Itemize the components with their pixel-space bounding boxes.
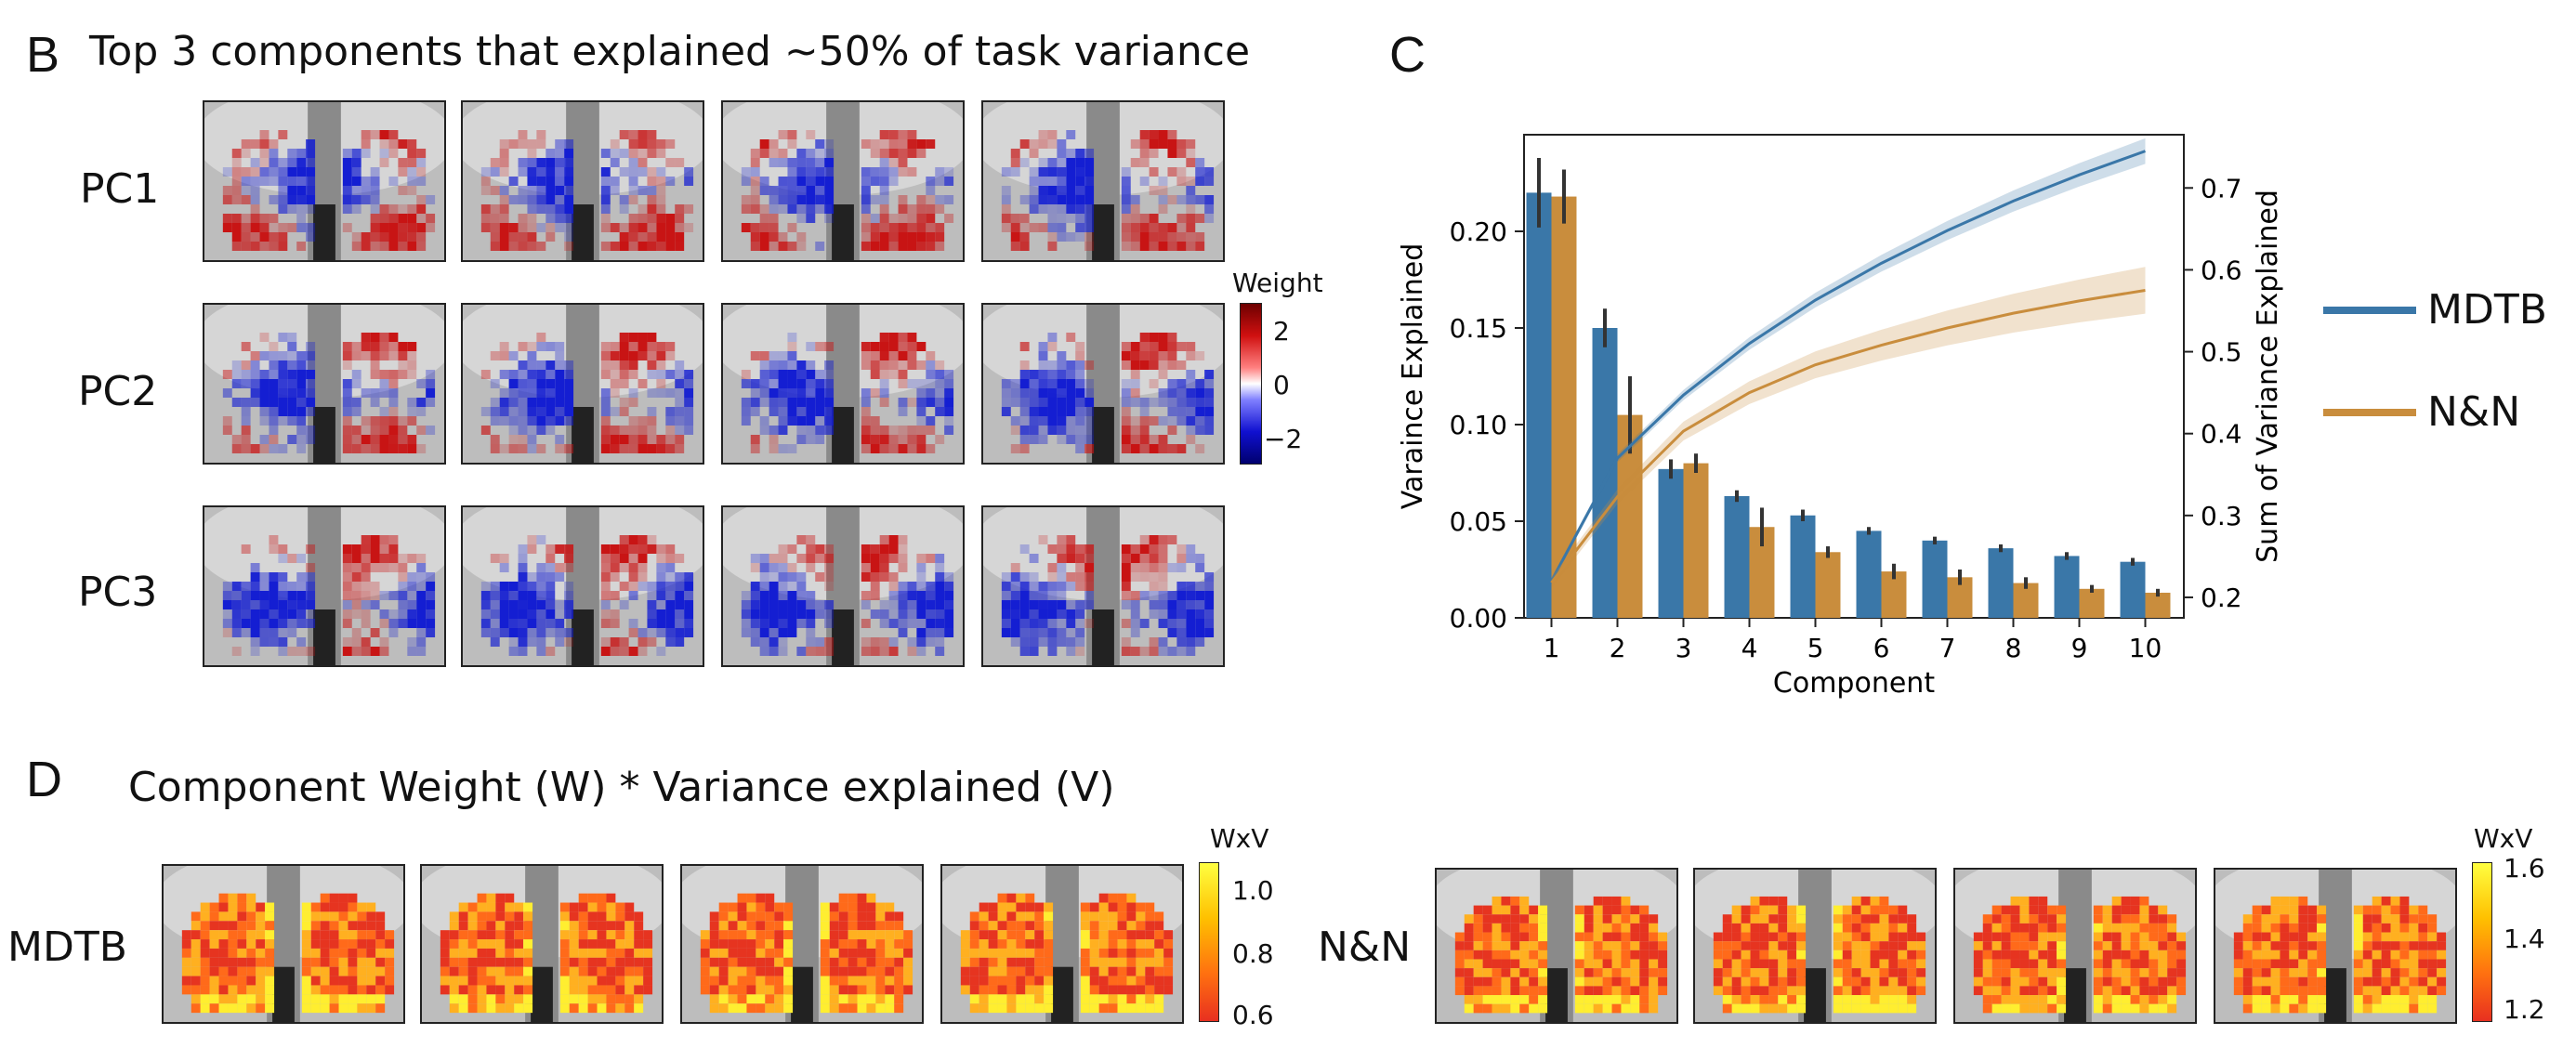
bar-nn-10 — [2145, 592, 2171, 618]
wxv-colorbar-nn — [2472, 862, 2492, 1022]
y-tick-label: 0.05 — [1450, 506, 1507, 537]
pc3-slice-2 — [461, 505, 704, 667]
variance-chart: 0.00 0.05 0.10 0.15 0.20 0.2 0.3 0.4 0.5 0.6 0.7 1 2… — [1397, 134, 2284, 700]
chart-frame — [1523, 134, 2185, 619]
cumulative-line-nn — [1550, 288, 2146, 584]
y2-tick-label: 0.6 — [2201, 255, 2242, 285]
bar-nn-9 — [2079, 588, 2105, 618]
wxv-colorbar-title-mdtb: WxV — [1210, 823, 1269, 854]
x-tick-label: 8 — [2005, 633, 2022, 663]
x-tick-label: 9 — [2071, 633, 2088, 663]
bar-mdtb-2 — [1592, 328, 1618, 618]
x-tick-label: 7 — [1939, 633, 1956, 663]
x-tick-label: 2 — [1610, 633, 1626, 663]
x-axis-label: Component — [1773, 667, 1935, 700]
nn-wxv-slice-3 — [1953, 868, 2197, 1024]
bar-nn-3 — [1683, 463, 1709, 618]
y2-tick-label: 0.7 — [2201, 173, 2242, 203]
y2-axis-label: Sum of Variance Explained — [2252, 190, 2284, 563]
panel-d-title: Component Weight (W) * Variance explaine… — [128, 764, 1115, 811]
pc1-slice-4 — [981, 100, 1225, 262]
wxv-tick-nn-2: 1.4 — [2504, 924, 2545, 954]
bar-mdtb-9 — [2054, 556, 2080, 618]
wxv-colorbar-title-nn: WxV — [2474, 823, 2533, 854]
y2-tick-label: 0.2 — [2201, 583, 2242, 613]
legend-swatch-mdtb — [2323, 307, 2416, 314]
bar-nn-1 — [1551, 196, 1577, 618]
y-tick-label: 0.10 — [1450, 410, 1507, 440]
pc1-slice-2 — [461, 100, 704, 262]
wxv-tick-nn-1: 1.6 — [2504, 853, 2545, 884]
wxv-tick-mdtb-1: 1.0 — [1232, 875, 1274, 906]
cumulative-band-mdtb — [1551, 138, 2146, 584]
row-label-pc3: PC3 — [78, 569, 158, 616]
wxv-tick-mdtb-3: 0.6 — [1232, 1000, 1274, 1030]
bar-mdtb-8 — [1988, 548, 2014, 618]
x-tick-label: 6 — [1873, 633, 1890, 663]
mdtb-wxv-slice-3 — [680, 864, 924, 1024]
pc3-slice-4 — [981, 505, 1225, 667]
nn-wxv-slice-1 — [1435, 868, 1678, 1024]
wxv-colorbar-mdtb — [1199, 862, 1219, 1022]
bar-nn-5 — [1815, 552, 1841, 618]
row-label-pc2: PC2 — [78, 368, 158, 415]
bar-mdtb-3 — [1658, 468, 1684, 618]
pc1-slice-1 — [203, 100, 446, 262]
bar-mdtb-7 — [1922, 540, 1948, 618]
panel-letter-d: D — [26, 752, 62, 807]
panel-letter-b: B — [26, 27, 60, 83]
nn-wxv-slice-4 — [2214, 868, 2457, 1024]
group-label-nn: N&N — [1318, 924, 1412, 971]
weight-colorbar — [1240, 303, 1262, 465]
pc2-slice-2 — [461, 303, 704, 465]
legend-label-mdtb: MDTB — [2427, 286, 2547, 334]
wxv-tick-mdtb-2: 0.8 — [1232, 938, 1274, 969]
mdtb-wxv-slice-1 — [162, 864, 405, 1024]
legend-label-nn: N&N — [2427, 388, 2521, 436]
y-tick-label: 0.00 — [1450, 603, 1507, 634]
wxv-tick-nn-3: 1.2 — [2504, 994, 2545, 1025]
x-tick-label: 10 — [2129, 633, 2162, 663]
pc2-slice-1 — [203, 303, 446, 465]
weight-tick-0: 0 — [1273, 370, 1290, 400]
x-tick-label: 5 — [1807, 633, 1824, 663]
y-axis-label: Varaince Explained — [1397, 243, 1429, 509]
nn-wxv-slice-2 — [1693, 868, 1937, 1024]
x-tick-label: 4 — [1741, 633, 1758, 663]
x-tick-label: 1 — [1544, 633, 1560, 663]
group-label-mdtb: MDTB — [7, 924, 127, 971]
cumulative-line-mdtb — [1550, 150, 2147, 583]
y2-tick-label: 0.5 — [2201, 337, 2242, 368]
bar-mdtb-10 — [2120, 561, 2146, 618]
bar-mdtb-6 — [1856, 531, 1882, 618]
pc1-slice-3 — [721, 100, 965, 262]
pc2-slice-3 — [721, 303, 965, 465]
bar-mdtb-5 — [1790, 515, 1816, 618]
pc3-slice-3 — [721, 505, 965, 667]
legend-swatch-nn — [2323, 409, 2416, 416]
y-tick-label: 0.15 — [1450, 313, 1507, 344]
panel-letter-c: C — [1389, 27, 1426, 83]
bar-mdtb-1 — [1526, 192, 1552, 618]
row-label-pc1: PC1 — [80, 165, 160, 213]
weight-tick-neg2: −2 — [1264, 424, 1303, 454]
x-tick-label: 3 — [1676, 633, 1692, 663]
weight-tick-pos2: 2 — [1273, 316, 1290, 347]
pc3-slice-1 — [203, 505, 446, 667]
mdtb-wxv-slice-2 — [420, 864, 664, 1024]
panel-b-title: Top 3 components that explained ~50% of … — [89, 28, 1251, 75]
y2-tick-label: 0.3 — [2201, 501, 2242, 531]
pc2-slice-4 — [981, 303, 1225, 465]
bar-mdtb-4 — [1724, 495, 1750, 618]
mdtb-wxv-slice-4 — [940, 864, 1184, 1024]
y2-tick-label: 0.4 — [2201, 419, 2242, 450]
y-tick-label: 0.20 — [1450, 216, 1507, 247]
weight-colorbar-title: Weight — [1232, 268, 1323, 298]
